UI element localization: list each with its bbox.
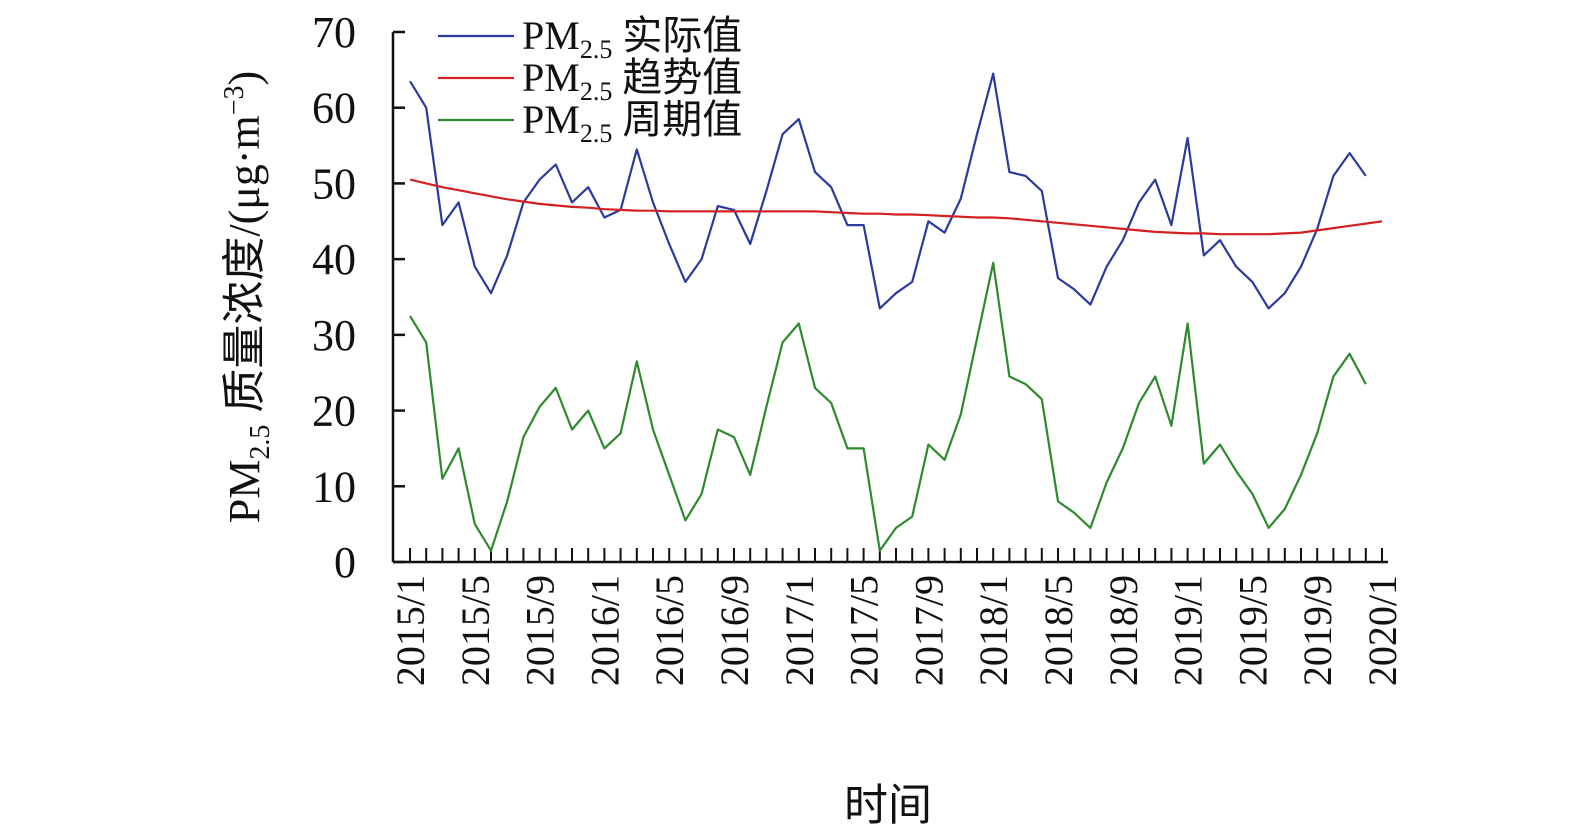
- x-tick-label: 2015/9: [518, 575, 563, 686]
- x-tick-label: 2018/9: [1101, 575, 1146, 686]
- y-tick-label: 70: [312, 8, 356, 57]
- x-tick-label: 2017/9: [906, 575, 951, 686]
- y-tick-label: 0: [334, 538, 356, 587]
- x-tick-label: 2017/5: [842, 575, 887, 686]
- x-tick-label: 2015/5: [453, 575, 498, 686]
- x-tick-label: 2018/1: [971, 575, 1016, 686]
- series-line-2: [409, 178, 1383, 236]
- axes: [391, 32, 1388, 564]
- y-tick-label: 40: [312, 235, 356, 284]
- x-tick-label: 2019/5: [1230, 575, 1275, 686]
- y-tick-label: 60: [312, 84, 356, 133]
- x-tick-label: 2016/1: [582, 575, 627, 686]
- x-tick-label: 2018/5: [1036, 575, 1081, 686]
- x-tick-label: 2016/9: [712, 575, 757, 686]
- y-ticks: 0 10 20 30 40 50 60 70: [312, 8, 405, 587]
- x-tick-label: 2019/9: [1295, 575, 1340, 686]
- x-axis-label: 时间: [844, 781, 932, 830]
- y-tick-label: 30: [312, 311, 356, 360]
- series-line-3: [409, 261, 1367, 552]
- y-axis-label: PM2.5质量浓度/(μg·m−3): [219, 71, 276, 523]
- x-tick-label: 2017/1: [777, 575, 822, 686]
- x-tick-label: 2020/1: [1360, 575, 1405, 686]
- y-tick-label: 10: [312, 462, 356, 511]
- x-tick-label: 2019/1: [1166, 575, 1211, 686]
- x-tick-label: 2016/5: [647, 575, 692, 686]
- legend-label: PM2.5 实际值: [522, 13, 742, 64]
- legend-label: PM2.5 趋势值: [522, 55, 742, 106]
- y-tick-label: 20: [312, 387, 356, 436]
- y-tick-label: 50: [312, 159, 356, 208]
- series-lines: [409, 72, 1383, 552]
- x-ticks: 2015/1 2015/5 2015/9 2016/1 2016/5 2016/9 2017…: [388, 548, 1405, 686]
- legend-label: PM2.5 周期值: [522, 97, 742, 148]
- x-tick-label: 2015/1: [388, 575, 433, 686]
- series-line-1: [409, 72, 1367, 310]
